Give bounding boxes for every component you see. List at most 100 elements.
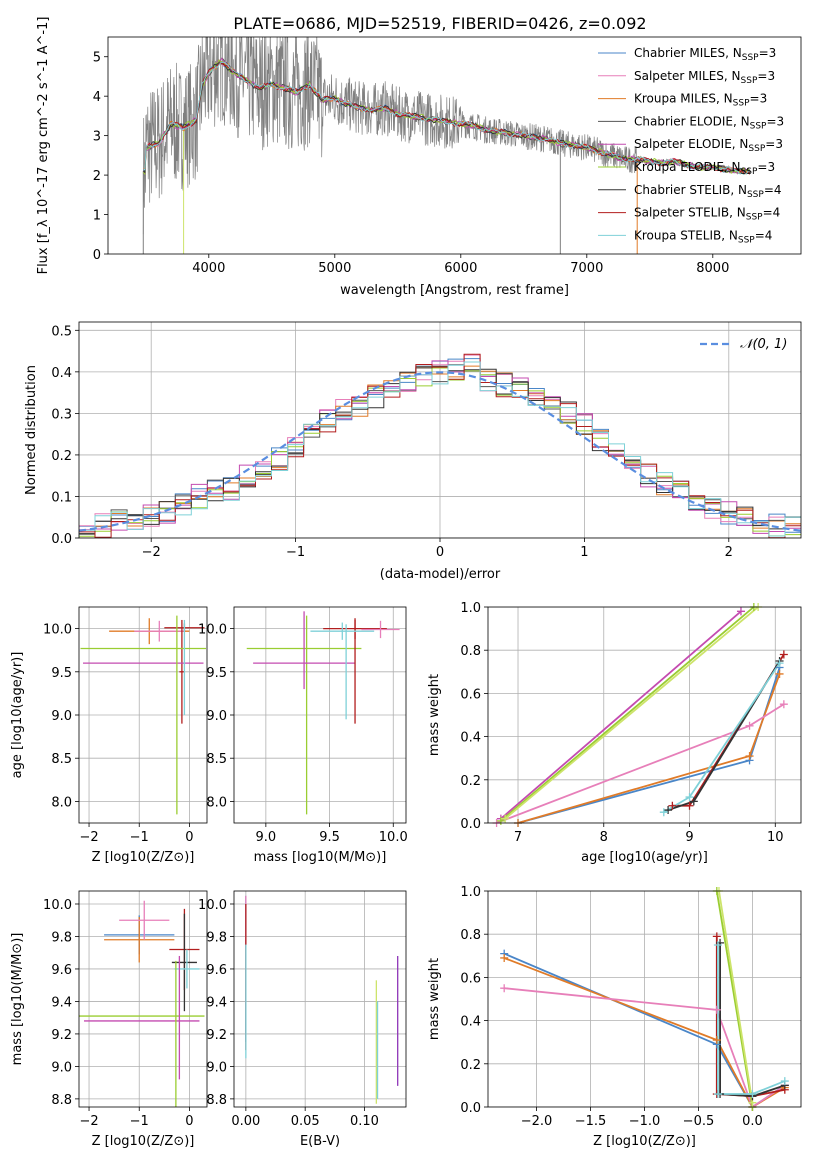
x-axis-label: mass [log10(M/M⊙)] xyxy=(254,850,387,865)
y-tick-label: 0.2 xyxy=(51,449,72,464)
series-point xyxy=(779,650,788,659)
series-line xyxy=(500,610,742,820)
x-tick-label: 8000 xyxy=(696,261,729,276)
y-axis-label: mass weight xyxy=(427,958,442,1040)
y-tick-label: 9.0 xyxy=(51,1060,72,1075)
x-tick-label: 9.0 xyxy=(256,830,277,845)
normal-curve xyxy=(79,371,801,532)
y-tick-label: 8.5 xyxy=(206,752,227,767)
mass-weight-vs-age-panel-plot-area xyxy=(488,607,801,823)
series-line xyxy=(504,987,786,1107)
series-point xyxy=(712,932,721,941)
x-tick-label: 9.5 xyxy=(319,830,340,845)
y-axis-label: mass [log10(M/M⊙)] xyxy=(10,933,25,1066)
series-line xyxy=(504,607,759,820)
figure-title: PLATE=0686, MJD=52519, FIBERID=0426, z=0… xyxy=(233,14,646,33)
x-axis-label: Z [log10(Z/Z⊙)] xyxy=(92,1134,195,1149)
y-tick-label: 4 xyxy=(93,90,101,105)
mass-weight-vs-metallicity-panel-plot-area xyxy=(488,891,801,1107)
series-point xyxy=(779,700,788,709)
x-tick-label: −1 xyxy=(130,830,149,845)
series-point xyxy=(500,984,509,993)
y-axis-label: Normed distribution xyxy=(24,365,39,495)
spectrum-panel-plot-area xyxy=(142,37,751,254)
y-tick-label: 10.0 xyxy=(43,623,72,638)
x-tick-label: 0 xyxy=(185,1114,193,1129)
x-tick-label: 10.0 xyxy=(379,830,408,845)
series-point xyxy=(775,659,784,668)
y-tick-label: 0.8 xyxy=(460,928,481,943)
y-tick-label: 0.0 xyxy=(51,532,72,547)
y-tick-label: 0.6 xyxy=(460,687,481,702)
y-tick-label: 1.0 xyxy=(460,601,481,616)
y-tick-label: 10.0 xyxy=(43,898,72,913)
series-point xyxy=(712,1036,721,1045)
mass-vs-extinction-panel-plot-area xyxy=(234,891,406,1107)
y-tick-label: 9.0 xyxy=(51,709,72,724)
series-point xyxy=(496,816,505,825)
y-tick-label: 9.4 xyxy=(51,995,72,1010)
y-tick-label: 9.0 xyxy=(206,709,227,724)
x-tick-label: 0 xyxy=(436,545,444,560)
legend-entry: Kroupa ELODIE, NSSP=3 xyxy=(634,160,775,177)
x-axis-label: E(B-V) xyxy=(300,1134,340,1149)
y-tick-label: 8.5 xyxy=(51,752,72,767)
series-point xyxy=(748,1090,757,1099)
series-line xyxy=(719,942,786,1098)
legend-entry: Salpeter STELIB, NSSP=4 xyxy=(634,206,780,223)
y-tick-label: 9.6 xyxy=(206,963,227,978)
legend-entry: Chabrier ELODIE, NSSP=3 xyxy=(634,114,784,131)
y-tick-label: 9.5 xyxy=(51,666,72,681)
x-tick-label: −1 xyxy=(130,1114,149,1129)
axes-frame xyxy=(233,606,407,824)
x-tick-label: −2 xyxy=(79,830,98,845)
x-tick-label: 7 xyxy=(514,830,522,845)
x-tick-label: 8 xyxy=(600,830,608,845)
series-point xyxy=(664,806,673,815)
y-axis-label: mass weight xyxy=(427,674,442,756)
x-tick-label: −0.5 xyxy=(683,1114,715,1129)
spectrum-panel: 4000 5000 6000 7000 8000 0 1 2 3 4 5 wavelength [An… xyxy=(36,17,802,298)
series-point xyxy=(712,1005,721,1014)
mass-weight-vs-age-panel: 7 8 9 10 0.0 0.2 0.4 0.6 0.8 1.0 age [log10(age/yr… xyxy=(427,601,802,865)
series-point xyxy=(659,808,668,817)
legend-entry: Salpeter MILES, NSSP=3 xyxy=(634,69,775,86)
model-line-salpeter-stelib xyxy=(143,61,750,175)
x-axis-label: age [log10(age/yr)] xyxy=(581,850,708,865)
age-vs-mass-panel-plot-area xyxy=(234,607,406,823)
y-tick-label: 0.2 xyxy=(460,774,481,789)
y-tick-label: 0.4 xyxy=(460,731,481,746)
x-tick-label: 0 xyxy=(185,830,193,845)
legend-entry: 𝒩(0, 1) xyxy=(740,337,787,352)
series-point xyxy=(689,797,698,806)
series-line xyxy=(500,607,755,822)
y-tick-label: 0.2 xyxy=(460,1058,481,1073)
axes-frame xyxy=(78,606,208,824)
y-tick-label: 9.8 xyxy=(51,930,72,945)
histogram-kroupa-stelib xyxy=(79,361,801,538)
series-point xyxy=(668,801,677,810)
series-line xyxy=(717,945,786,1095)
axes-frame xyxy=(487,606,802,824)
series-point xyxy=(713,941,722,949)
x-tick-label: 0.0 xyxy=(742,1114,763,1129)
x-tick-label: 0.10 xyxy=(350,1114,379,1129)
y-tick-label: 9.8 xyxy=(206,930,227,945)
x-tick-label: −2 xyxy=(142,545,161,560)
histogram-salpeter-elodie xyxy=(79,360,801,538)
y-tick-label: 9.6 xyxy=(51,963,72,978)
series-point xyxy=(736,607,745,616)
y-tick-label: 0 xyxy=(93,248,101,263)
y-tick-label: 1.0 xyxy=(460,885,481,900)
mass-weight-vs-metallicity-panel: −2.0 −1.5 −1.0 −0.5 0.0 0.0 0.2 0.4 0.6 0.8 1.0 Z [… xyxy=(427,885,802,1149)
y-tick-label: 0.4 xyxy=(460,1015,481,1030)
legend-entry: Chabrier MILES, NSSP=3 xyxy=(634,46,776,63)
series-point xyxy=(685,801,694,810)
legend-entry: Kroupa STELIB, NSSP=4 xyxy=(634,228,772,245)
age-vs-metallicity-panel: −2 −1 0 8.0 8.5 9.0 9.5 10.0 Z [log10(Z/Z⊙)] age … xyxy=(10,606,208,865)
y-tick-label: 0.0 xyxy=(460,817,481,832)
y-tick-label: 9.5 xyxy=(206,666,227,681)
legend-entry: Chabrier STELIB, NSSP=4 xyxy=(634,183,782,200)
mass-vs-metallicity-panel: −2 −1 0 8.8 9.0 9.2 9.4 9.6 9.8 10.0 Z [log10(Z/Z⊙… xyxy=(10,890,208,1149)
